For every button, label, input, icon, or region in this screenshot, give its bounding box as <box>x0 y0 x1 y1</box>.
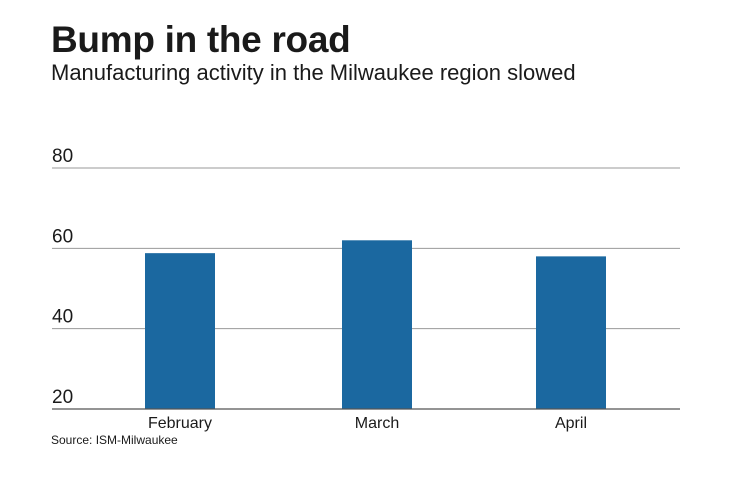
bar-april <box>536 256 606 409</box>
bar-february <box>145 253 215 409</box>
y-tick-label-80: 80 <box>52 146 73 167</box>
chart-subtitle: Manufacturing activity in the Milwaukee … <box>51 60 576 85</box>
y-tick-label-40: 40 <box>52 307 73 328</box>
x-tick-label-april: April <box>555 415 587 432</box>
bar-march <box>342 240 412 409</box>
x-tick-label-february: February <box>148 415 212 432</box>
source-note: Source: ISM-Milwaukee <box>51 433 178 447</box>
y-tick-label-60: 60 <box>52 226 73 247</box>
x-axis-category-labels: February March April <box>148 415 587 432</box>
bars <box>145 240 606 409</box>
y-tick-label-20: 20 <box>52 387 73 408</box>
y-axis-tick-labels: 20 40 60 80 <box>52 146 73 408</box>
x-tick-label-march: March <box>355 415 399 432</box>
chart-title: Bump in the road <box>51 19 351 60</box>
